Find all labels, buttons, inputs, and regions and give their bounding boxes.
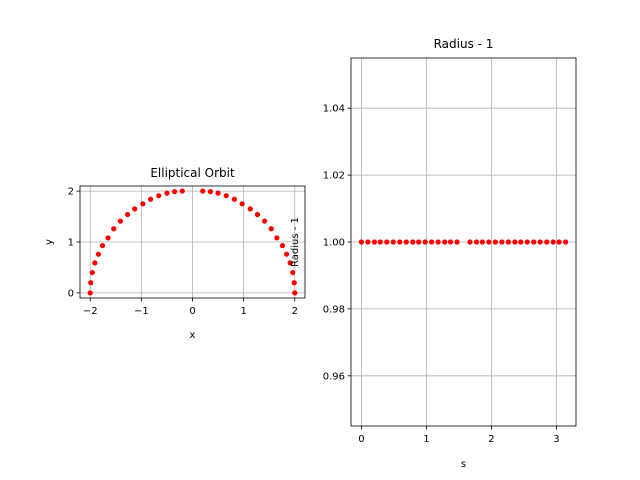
elliptical-orbit-data-point xyxy=(95,251,102,257)
radius-ytick-label: 1.04 xyxy=(323,104,345,115)
radius-data-point xyxy=(486,239,492,245)
elliptical-orbit-xtick-label: −1 xyxy=(134,306,149,317)
radius-data-point xyxy=(403,239,409,245)
radius-data-point xyxy=(505,239,511,245)
radius-data-point xyxy=(397,239,403,245)
elliptical-orbit-data-point xyxy=(156,193,162,199)
elliptical-orbit-data-point xyxy=(105,235,111,241)
radius-ytick-label: 0.98 xyxy=(323,304,345,315)
elliptical-orbit-data-point xyxy=(87,290,93,296)
radius-data-point xyxy=(416,239,422,245)
elliptical-orbit-data-point xyxy=(117,218,123,224)
elliptical-orbit-data-point xyxy=(89,269,95,276)
radius-title: Radius - 1 xyxy=(434,37,494,51)
elliptical-orbit-data-point xyxy=(274,235,280,241)
elliptical-orbit-data-point xyxy=(132,206,138,212)
elliptical-orbit-points xyxy=(87,188,298,296)
elliptical-orbit-xtick-label: 1 xyxy=(240,306,246,317)
radius-data-point xyxy=(562,239,569,245)
radius-ticks: 0 1 2 3 0.96 0.98 1.00 1.02 1.04 xyxy=(323,104,560,445)
radius-data-point xyxy=(365,239,371,245)
radius-ytick-label: 0.96 xyxy=(323,371,345,382)
elliptical-orbit-data-point xyxy=(268,226,274,232)
elliptical-orbit-data-point xyxy=(164,190,170,196)
radius-data-point xyxy=(544,239,550,245)
elliptical-orbit-data-point xyxy=(200,188,206,194)
elliptical-orbit-xlabel: x xyxy=(190,330,196,341)
elliptical-orbit-data-point xyxy=(290,269,296,276)
radius-data-point xyxy=(492,239,498,245)
radius-grid xyxy=(351,58,576,426)
elliptical-orbit-data-point xyxy=(215,190,221,196)
radius-data-point xyxy=(467,239,473,245)
radius-data-point xyxy=(473,239,480,245)
radius-data-point xyxy=(550,239,556,245)
radius-data-point xyxy=(429,239,435,245)
elliptical-orbit-data-point xyxy=(99,242,106,249)
elliptical-orbit-ytick-label: 1 xyxy=(68,238,74,249)
radius-data-point xyxy=(499,239,505,245)
radius-xtick-label: 0 xyxy=(358,434,364,445)
elliptical-orbit-data-point xyxy=(172,189,178,195)
radius-ylabel: Radius - 1 xyxy=(290,217,301,267)
elliptical-orbit-xtick-label: 0 xyxy=(189,306,195,317)
radius-data-point xyxy=(537,239,543,245)
radius-chart: 0 1 2 3 0.96 0.98 1.00 1.02 1.04 Radius - 1 s Ra… xyxy=(290,37,577,470)
elliptical-orbit-data-point xyxy=(92,260,98,266)
elliptical-orbit-data-point xyxy=(247,206,253,212)
radius-data-point xyxy=(442,239,448,245)
elliptical-orbit-ytick-label: 2 xyxy=(68,187,74,198)
radius-data-point xyxy=(447,239,454,245)
elliptical-orbit-data-point xyxy=(291,280,297,286)
radius-points xyxy=(358,239,569,245)
radius-ytick-label: 1.00 xyxy=(323,238,345,249)
elliptical-orbit-data-point xyxy=(124,211,131,218)
elliptical-orbit-ytick-label: 0 xyxy=(68,288,74,299)
elliptical-orbit-data-point xyxy=(254,211,261,218)
radius-data-point xyxy=(454,239,460,245)
elliptical-orbit-data-point xyxy=(111,226,117,232)
radius-data-point xyxy=(556,239,562,245)
elliptical-orbit-title: Elliptical Orbit xyxy=(150,166,235,180)
elliptical-orbit-data-point xyxy=(140,201,146,207)
elliptical-orbit-xtick-label: −2 xyxy=(83,306,98,317)
elliptical-orbit-data-point xyxy=(292,290,298,296)
radius-data-point xyxy=(410,239,416,245)
radius-data-point xyxy=(512,239,518,245)
radius-xtick-label: 2 xyxy=(488,434,494,445)
elliptical-orbit-chart: −2 −1 0 1 2 0 1 2 Elliptical Orbit x y xyxy=(44,166,306,341)
radius-data-point xyxy=(531,239,537,245)
radius-data-point xyxy=(435,239,441,245)
elliptical-orbit-ticks: −2 −1 0 1 2 0 1 2 xyxy=(68,187,298,317)
radius-data-point xyxy=(377,239,383,245)
elliptical-orbit-data-point xyxy=(287,260,293,266)
radius-data-point xyxy=(422,239,428,245)
radius-data-point xyxy=(384,239,390,245)
elliptical-orbit-data-point xyxy=(179,188,185,194)
elliptical-orbit-data-point xyxy=(147,196,154,202)
elliptical-orbit-ylabel: y xyxy=(44,239,55,245)
radius-data-point xyxy=(358,239,365,245)
elliptical-orbit-data-point xyxy=(239,201,245,207)
elliptical-orbit-data-point xyxy=(231,196,238,202)
radius-data-point xyxy=(524,239,530,245)
radius-xlabel: s xyxy=(461,459,466,470)
elliptical-orbit-data-point xyxy=(279,242,286,249)
elliptical-orbit-data-point xyxy=(88,280,94,286)
elliptical-orbit-xtick-label: 2 xyxy=(292,306,298,317)
elliptical-orbit-data-point xyxy=(262,218,268,224)
radius-xtick-label: 1 xyxy=(423,434,429,445)
radius-ytick-label: 1.02 xyxy=(323,171,345,182)
elliptical-orbit-data-point xyxy=(223,193,229,199)
elliptical-orbit-data-point xyxy=(283,251,290,257)
radius-data-point xyxy=(390,239,396,245)
elliptical-orbit-data-point xyxy=(207,189,213,195)
radius-data-point xyxy=(518,239,524,245)
radius-data-point xyxy=(371,239,378,245)
radius-xtick-label: 3 xyxy=(553,434,559,445)
radius-data-point xyxy=(479,239,485,245)
